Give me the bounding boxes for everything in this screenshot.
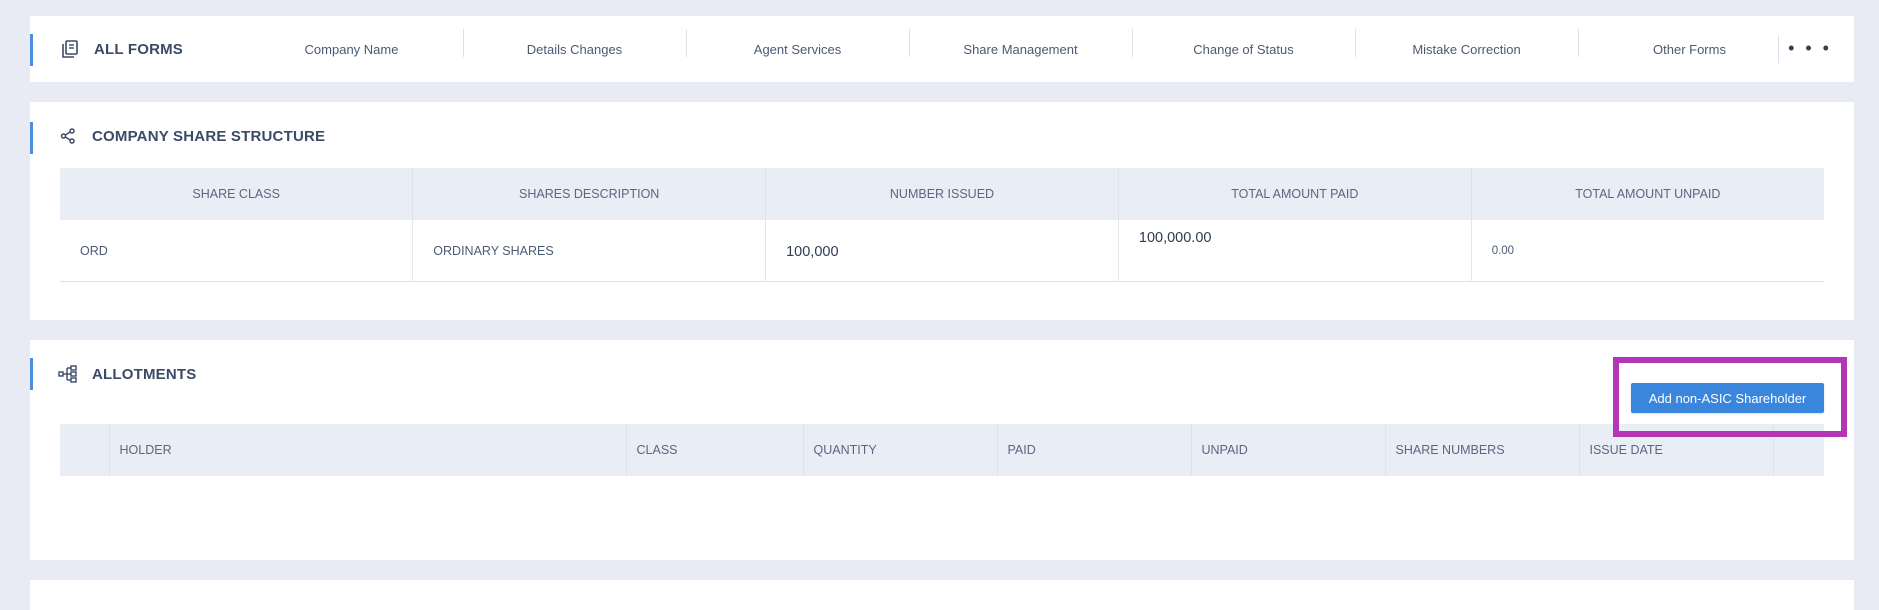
- table-row[interactable]: ORD ORDINARY SHARES 100,000 100,000.00 0…: [60, 220, 1824, 282]
- column-header-quantity[interactable]: QUANTITY: [803, 424, 998, 476]
- all-forms-card: ALL FORMS Company Name Details Changes A…: [30, 16, 1854, 82]
- column-header-total-amount-unpaid[interactable]: TOTAL AMOUNT UNPAID: [1471, 168, 1824, 220]
- form-link-mistake-correction[interactable]: Mistake Correction: [1355, 28, 1578, 57]
- cell-number-issued: 100,000: [765, 220, 1119, 282]
- more-divider: [1778, 35, 1779, 63]
- allotments-table: HOLDER CLASS QUANTITY PAID UNPAID SHARE …: [60, 424, 1824, 476]
- form-link-agent-services[interactable]: Agent Services: [686, 28, 909, 57]
- column-header-number-issued[interactable]: NUMBER ISSUED: [765, 168, 1119, 220]
- cell-total-amount-paid: 100,000.00: [1118, 220, 1472, 282]
- cell-total-amount-unpaid: 0.00: [1471, 220, 1824, 282]
- allotments-header: ALLOTMENTS: [58, 364, 197, 384]
- table-header-row: HOLDER CLASS QUANTITY PAID UNPAID SHARE …: [60, 424, 1824, 476]
- form-link-company-name[interactable]: Company Name: [304, 41, 399, 57]
- share-structure-header: COMPANY SHARE STRUCTURE: [58, 126, 325, 146]
- column-header-share-numbers[interactable]: SHARE NUMBERS: [1385, 424, 1580, 476]
- form-link-details-changes[interactable]: Details Changes: [463, 28, 686, 57]
- form-link-other-forms[interactable]: Other Forms: [1578, 28, 1801, 57]
- column-header-shares-description[interactable]: SHARES DESCRIPTION: [412, 168, 767, 220]
- next-card: [30, 580, 1854, 610]
- share-structure-title: COMPANY SHARE STRUCTURE: [92, 127, 326, 145]
- column-header-select[interactable]: [60, 424, 110, 476]
- cell-share-class: ORD: [60, 220, 414, 282]
- all-forms-header: ALL FORMS: [60, 39, 183, 59]
- form-links-nav: Company Name Details Changes Agent Servi…: [240, 16, 1801, 82]
- column-header-share-class[interactable]: SHARE CLASS: [60, 168, 414, 220]
- form-link-share-management[interactable]: Share Management: [909, 28, 1132, 57]
- all-forms-title: ALL FORMS: [94, 40, 184, 58]
- column-header-class[interactable]: CLASS: [626, 424, 804, 476]
- column-header-unpaid[interactable]: UNPAID: [1191, 424, 1386, 476]
- share-structure-card: COMPANY SHARE STRUCTURE SHARE CLASS SHAR…: [30, 102, 1854, 320]
- cell-shares-description: ORDINARY SHARES: [412, 220, 767, 282]
- documents-icon: [60, 39, 80, 59]
- table-header-row: SHARE CLASS SHARES DESCRIPTION NUMBER IS…: [60, 168, 1824, 220]
- share-icon: [58, 126, 78, 146]
- form-link-change-of-status[interactable]: Change of Status: [1132, 28, 1355, 57]
- more-options-button[interactable]: • • •: [1788, 38, 1832, 58]
- column-header-paid[interactable]: PAID: [997, 424, 1192, 476]
- share-structure-table: SHARE CLASS SHARES DESCRIPTION NUMBER IS…: [60, 168, 1824, 282]
- allotments-title: ALLOTMENTS: [92, 365, 197, 383]
- highlight-box: [1613, 357, 1847, 437]
- allotments-card: ALLOTMENTS HOLDER CLASS QUANTITY PAID UN…: [30, 340, 1854, 560]
- hierarchy-icon: [58, 364, 78, 384]
- add-non-asic-shareholder-button[interactable]: Add non-ASIC Shareholder: [1631, 383, 1824, 413]
- column-header-total-amount-paid[interactable]: TOTAL AMOUNT PAID: [1118, 168, 1472, 220]
- column-header-holder[interactable]: HOLDER: [109, 424, 627, 476]
